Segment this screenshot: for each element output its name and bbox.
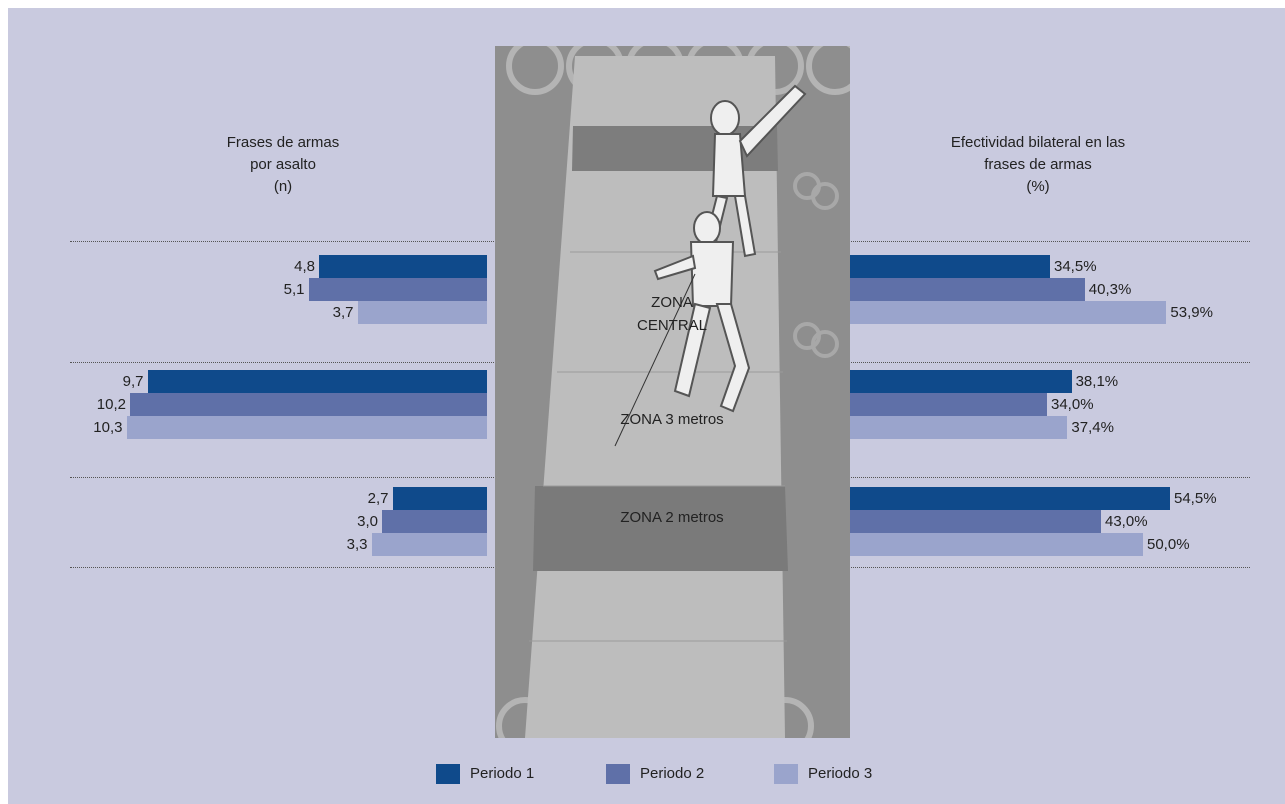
- right-bar-2m-periodo-1: [843, 487, 1170, 510]
- zone-label-line: ZONA: [651, 294, 693, 311]
- right-bar-3m-periodo-1: [843, 370, 1072, 393]
- right-value-label: 53,9%: [1170, 304, 1213, 321]
- zone-label-2m: ZONA 2 metros: [552, 506, 792, 529]
- right-value-label: 43,0%: [1105, 513, 1148, 530]
- right-axis-title: Efectividad bilateral en las frases de a…: [878, 132, 1198, 198]
- legend-label: Periodo 3: [808, 765, 873, 782]
- left-bar-3m-periodo-1: [147, 370, 487, 393]
- right-bar-3m-periodo-2: [843, 393, 1047, 416]
- left-title-line: (n): [273, 178, 293, 195]
- left-value-label: 10,2: [96, 396, 126, 413]
- zone-label-line: CENTRAL: [636, 317, 707, 334]
- legend-swatch: [606, 764, 630, 784]
- zone-label-central: ZONA CENTRAL: [552, 291, 792, 337]
- left-value-label: 3,0: [357, 513, 378, 530]
- right-bar-3m-periodo-3: [843, 416, 1068, 439]
- left-bar-3m-periodo-3: [126, 416, 487, 439]
- right-title-line: Efectividad bilateral en las: [950, 134, 1126, 151]
- left-bar-central-periodo-3: [357, 301, 487, 324]
- left-value-label: 10,3: [93, 419, 123, 436]
- right-title-line: frases de armas: [984, 156, 1092, 173]
- left-value-label: 5,1: [283, 281, 305, 298]
- right-bar-2m-periodo-2: [843, 510, 1101, 533]
- legend-swatch: [436, 764, 460, 784]
- right-value-label: 50,0%: [1147, 536, 1190, 553]
- zone-label-line: ZONA 2 metros: [620, 509, 724, 526]
- right-bar-central-periodo-3: [843, 301, 1167, 324]
- legend-label: Periodo 2: [640, 765, 705, 782]
- right-bar-2m-periodo-3: [843, 533, 1143, 556]
- right-value-label: 38,1%: [1075, 373, 1119, 390]
- right-value-label: 40,3%: [1088, 281, 1132, 298]
- left-title-line: Frases de armas: [226, 134, 340, 151]
- chart-area: Frases de armas por asalto (n) Efectivid…: [8, 8, 1285, 804]
- left-value-label: 9,7: [122, 373, 144, 390]
- legend-swatch: [774, 764, 798, 784]
- left-bar-3m-periodo-2: [130, 393, 487, 416]
- left-bar-2m-periodo-3: [371, 533, 487, 556]
- right-value-label: 34,0%: [1051, 396, 1094, 413]
- left-value-label: 2,7: [367, 490, 389, 507]
- left-bar-2m-periodo-2: [382, 510, 487, 533]
- right-bar-central-periodo-1: [843, 255, 1050, 278]
- right-value-label: 54,5%: [1174, 490, 1217, 507]
- left-bar-2m-periodo-1: [392, 487, 487, 510]
- left-bar-central-periodo-1: [319, 255, 487, 278]
- zone-label-3m: ZONA 3 metros: [552, 408, 792, 431]
- left-axis-title: Frases de armas por asalto (n): [158, 132, 408, 198]
- right-value-label: 34,5%: [1054, 258, 1097, 275]
- zone-label-line: ZONA 3 metros: [620, 411, 724, 428]
- right-value-label: 37,4%: [1071, 419, 1114, 436]
- left-value-label: 3,3: [346, 536, 368, 553]
- left-value-label: 3,7: [332, 304, 354, 321]
- left-title-line: por asalto: [250, 156, 316, 173]
- right-title-line: (%): [1026, 178, 1050, 195]
- legend-label: Periodo 1: [470, 765, 535, 782]
- left-value-label: 4,8: [294, 258, 315, 275]
- fencing-photo: [495, 46, 850, 738]
- right-bar-central-periodo-2: [843, 278, 1085, 301]
- fencing-piste-illustration: [495, 46, 850, 738]
- left-bar-central-periodo-2: [308, 278, 487, 301]
